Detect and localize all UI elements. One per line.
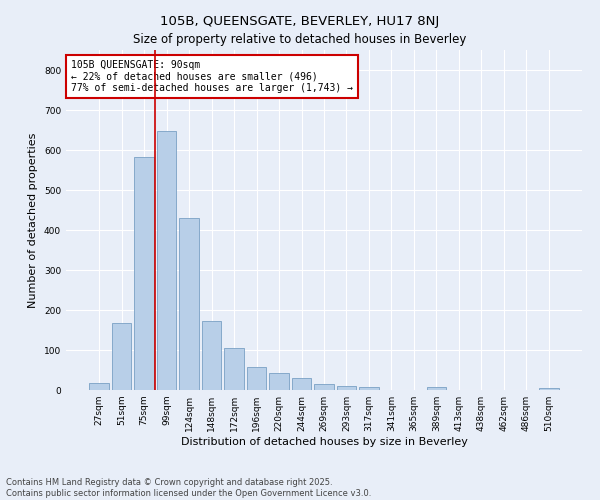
Bar <box>359 387 379 390</box>
Bar <box>89 383 109 390</box>
Bar <box>539 388 559 390</box>
Bar <box>247 367 266 390</box>
Text: Contains HM Land Registry data © Crown copyright and database right 2025.
Contai: Contains HM Land Registry data © Crown c… <box>6 478 371 498</box>
Bar <box>314 384 334 390</box>
Bar <box>134 157 154 390</box>
Bar <box>202 321 221 390</box>
Text: 105B, QUEENSGATE, BEVERLEY, HU17 8NJ: 105B, QUEENSGATE, BEVERLEY, HU17 8NJ <box>160 15 440 28</box>
Bar <box>224 348 244 390</box>
Y-axis label: Number of detached properties: Number of detached properties <box>28 132 38 308</box>
Bar <box>427 387 446 390</box>
Text: 105B QUEENSGATE: 90sqm
← 22% of detached houses are smaller (496)
77% of semi-de: 105B QUEENSGATE: 90sqm ← 22% of detached… <box>71 60 353 94</box>
Bar <box>112 323 131 390</box>
Bar <box>292 378 311 390</box>
Bar <box>179 218 199 390</box>
X-axis label: Distribution of detached houses by size in Beverley: Distribution of detached houses by size … <box>181 437 467 447</box>
Bar <box>157 131 176 390</box>
Bar <box>269 373 289 390</box>
Text: Size of property relative to detached houses in Beverley: Size of property relative to detached ho… <box>133 32 467 46</box>
Bar <box>337 386 356 390</box>
